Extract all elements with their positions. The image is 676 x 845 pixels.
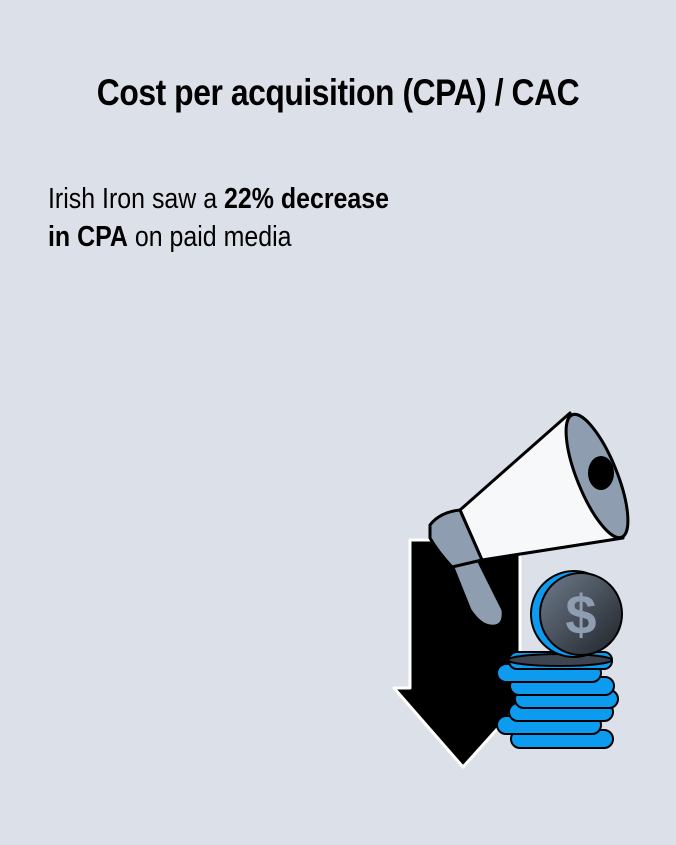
page-title: Cost per acquisition (CPA) / CAC xyxy=(96,72,580,113)
statement-text: on paid media xyxy=(127,221,292,253)
cpa-statement: Irish Iron saw a 22% decrease in CPA on … xyxy=(48,180,389,256)
dollar-coin-icon: $ xyxy=(530,570,623,658)
statement-highlight: in CPA xyxy=(48,221,128,253)
statement-text: Irish Iron saw a xyxy=(48,183,225,215)
coin-stack-icon xyxy=(496,651,619,749)
statement-highlight: 22% decrease xyxy=(224,183,390,215)
dollar-sign: $ xyxy=(565,583,596,646)
megaphone-icon xyxy=(428,411,630,628)
